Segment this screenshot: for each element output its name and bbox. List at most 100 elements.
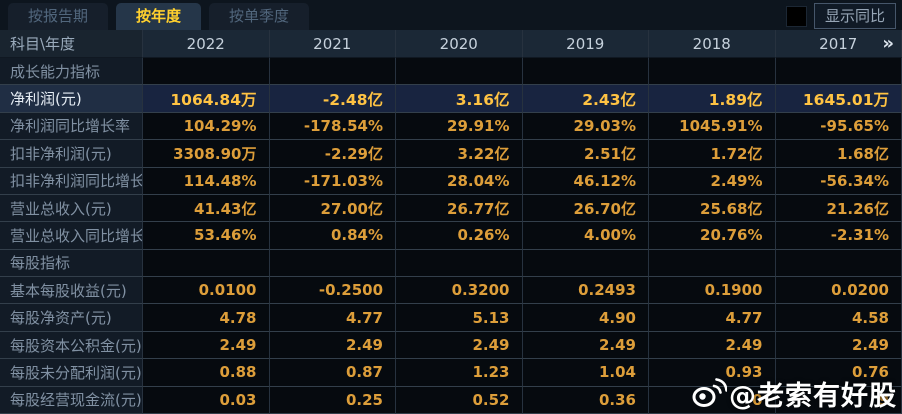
- value-cell[interactable]: 0.26%: [396, 222, 523, 250]
- value-cell[interactable]: 21.26亿: [775, 194, 902, 223]
- value-cell[interactable]: -171.03%: [269, 167, 396, 195]
- value-cell[interactable]: 1.04: [522, 359, 649, 387]
- value-cell: [522, 249, 649, 278]
- value-cell[interactable]: 0.52: [396, 386, 523, 414]
- value-cell[interactable]: 41.43亿: [143, 194, 270, 223]
- value-cell: [269, 249, 396, 278]
- more-years-chevron-icon[interactable]: »: [882, 32, 894, 54]
- value-cell[interactable]: 4.77: [649, 304, 776, 332]
- value-cell[interactable]: 0.88: [143, 359, 270, 387]
- value-cell[interactable]: 4.58: [775, 304, 902, 332]
- value-cell[interactable]: 1645.01万: [775, 85, 902, 113]
- value-cell[interactable]: 9: [775, 386, 902, 414]
- value-cell[interactable]: 27.00亿: [269, 194, 396, 223]
- row-label[interactable]: 净利润同比增长率: [0, 112, 143, 141]
- value-cell: [775, 249, 902, 278]
- row-label[interactable]: 每股未分配利润(元): [0, 359, 143, 387]
- value-cell[interactable]: 0.2493: [522, 277, 649, 305]
- value-cell[interactable]: 0.25: [269, 386, 396, 414]
- value-cell[interactable]: 0.84%: [269, 222, 396, 250]
- value-cell[interactable]: 3.16亿: [396, 85, 523, 113]
- value-cell[interactable]: 28.04%: [396, 167, 523, 195]
- value-cell[interactable]: 2.49: [143, 331, 270, 360]
- row-label[interactable]: 净利润(元): [0, 85, 143, 113]
- value-cell[interactable]: -2.31%: [775, 222, 902, 250]
- value-cell: [649, 58, 776, 86]
- value-cell[interactable]: 1064.84万: [143, 85, 270, 113]
- value-cell: [396, 249, 523, 278]
- row-label[interactable]: 营业总收入同比增长率: [0, 222, 143, 250]
- value-cell[interactable]: 0.1900: [649, 277, 776, 305]
- row-label[interactable]: 每股经营现金流(元): [0, 386, 143, 414]
- value-cell: [396, 58, 523, 86]
- value-cell[interactable]: 20.76%: [649, 222, 776, 250]
- row-label[interactable]: 扣非净利润同比增长率: [0, 167, 143, 195]
- value-cell[interactable]: 0.3200: [396, 277, 523, 305]
- value-cell[interactable]: -178.54%: [269, 112, 396, 141]
- value-cell[interactable]: 25.68亿: [649, 194, 776, 223]
- value-cell[interactable]: 2.49: [775, 331, 902, 360]
- value-cell: [143, 249, 270, 278]
- value-cell[interactable]: 4.78: [143, 304, 270, 332]
- value-cell[interactable]: 26.70亿: [522, 194, 649, 223]
- value-cell[interactable]: 4.00%: [522, 222, 649, 250]
- value-cell[interactable]: 0.36: [522, 386, 649, 414]
- value-cell[interactable]: 3.22亿: [396, 140, 523, 168]
- value-cell[interactable]: 2.49: [649, 331, 776, 360]
- value-cell[interactable]: 0.0100: [143, 277, 270, 305]
- value-cell[interactable]: 1.68亿: [775, 140, 902, 168]
- value-cell[interactable]: -95.65%: [775, 112, 902, 141]
- value-cell[interactable]: -2.48亿: [269, 85, 396, 113]
- year-header-2017-label: 2017: [819, 34, 858, 53]
- tab-by-year[interactable]: 按年度: [116, 3, 202, 30]
- value-cell[interactable]: 29.91%: [396, 112, 523, 141]
- value-cell[interactable]: -0.2500: [269, 277, 396, 305]
- row-label[interactable]: 每股资本公积金(元): [0, 331, 143, 360]
- value-cell[interactable]: 4.90: [522, 304, 649, 332]
- value-cell[interactable]: 0.76: [775, 359, 902, 387]
- year-header-2020: 2020: [396, 30, 523, 58]
- value-cell[interactable]: 1045.91%: [649, 112, 776, 141]
- value-cell[interactable]: 1.89亿: [649, 85, 776, 113]
- value-cell[interactable]: 1.23: [396, 359, 523, 387]
- value-cell[interactable]: 104.29%: [143, 112, 270, 141]
- value-cell[interactable]: 2.51亿: [522, 140, 649, 168]
- value-cell[interactable]: -56.34%: [775, 167, 902, 195]
- value-cell: [143, 58, 270, 86]
- tab-by-report-period[interactable]: 按报告期: [8, 3, 109, 30]
- financial-indicators-table: 科目\年度 2022 2021 2020 2019 2018 2017 » 成长…: [0, 30, 902, 414]
- value-cell[interactable]: 0: [649, 386, 776, 414]
- value-cell[interactable]: 2.43亿: [522, 85, 649, 113]
- row-label[interactable]: 基本每股收益(元): [0, 277, 143, 305]
- value-cell[interactable]: 2.49%: [649, 167, 776, 195]
- value-cell[interactable]: 0.87: [269, 359, 396, 387]
- value-cell: [269, 58, 396, 86]
- corner-header: 科目\年度: [0, 30, 143, 58]
- tab-by-quarter[interactable]: 按单季度: [209, 3, 310, 30]
- year-header-2022: 2022: [143, 30, 270, 58]
- value-cell[interactable]: 2.49: [269, 331, 396, 360]
- value-cell[interactable]: 3308.90万: [143, 140, 270, 168]
- value-cell[interactable]: 29.03%: [522, 112, 649, 141]
- value-cell[interactable]: 46.12%: [522, 167, 649, 195]
- year-header-2017: 2017 »: [775, 30, 902, 58]
- row-label[interactable]: 营业总收入(元): [0, 194, 143, 223]
- value-cell[interactable]: 0.0200: [775, 277, 902, 305]
- value-cell[interactable]: 0.03: [143, 386, 270, 414]
- value-cell[interactable]: 1.72亿: [649, 140, 776, 168]
- value-cell[interactable]: 4.77: [269, 304, 396, 332]
- value-cell[interactable]: -2.29亿: [269, 140, 396, 168]
- value-cell[interactable]: 2.49: [396, 331, 523, 360]
- value-cell[interactable]: 114.48%: [143, 167, 270, 195]
- value-cell[interactable]: 0.93: [649, 359, 776, 387]
- value-cell[interactable]: 26.77亿: [396, 194, 523, 223]
- show-yoy-checkbox[interactable]: [785, 5, 807, 27]
- value-cell[interactable]: 2.49: [522, 331, 649, 360]
- value-cell: [522, 58, 649, 86]
- row-label[interactable]: 扣非净利润(元): [0, 140, 143, 168]
- show-yoy-label[interactable]: 显示同比: [813, 3, 896, 29]
- row-label[interactable]: 每股净资产(元): [0, 304, 143, 332]
- value-cell[interactable]: 53.46%: [143, 222, 270, 250]
- yoy-controls: 显示同比: [785, 3, 896, 29]
- value-cell[interactable]: 5.13: [396, 304, 523, 332]
